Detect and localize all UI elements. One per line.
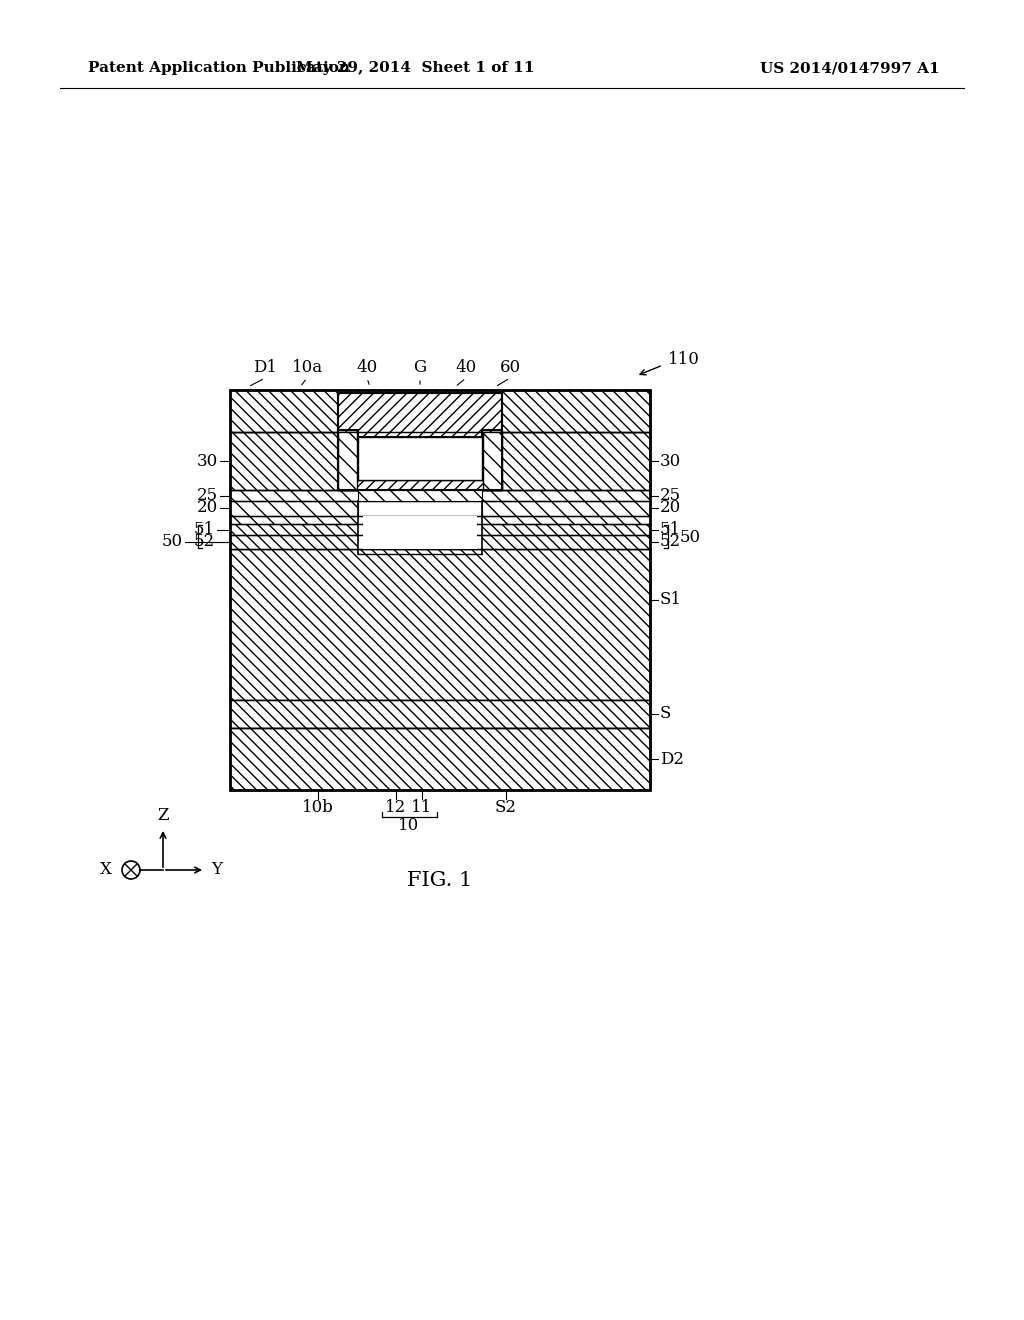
Bar <box>230 490 650 502</box>
Bar <box>483 432 502 490</box>
Bar <box>358 437 482 480</box>
Bar <box>230 389 650 789</box>
Text: 12: 12 <box>385 799 407 816</box>
Text: 40: 40 <box>456 359 476 375</box>
Text: Z: Z <box>158 808 169 825</box>
Bar <box>230 516 650 524</box>
Text: US 2014/0147997 A1: US 2014/0147997 A1 <box>760 61 940 75</box>
Text: 30: 30 <box>197 453 218 470</box>
Text: 30: 30 <box>660 453 681 470</box>
Text: 10: 10 <box>398 817 420 833</box>
Text: 51: 51 <box>660 521 681 539</box>
Bar <box>362 516 477 549</box>
Text: 52: 52 <box>660 533 681 550</box>
Text: Y: Y <box>212 862 222 879</box>
Bar <box>230 524 650 535</box>
Bar <box>358 502 482 549</box>
Text: 51: 51 <box>194 521 215 539</box>
Text: S1: S1 <box>660 591 682 609</box>
Text: 10a: 10a <box>292 359 323 375</box>
Bar <box>338 432 357 490</box>
Bar <box>230 432 650 490</box>
Bar <box>230 389 650 432</box>
Text: FIG. 1: FIG. 1 <box>408 870 473 890</box>
Text: 60: 60 <box>500 359 520 375</box>
Text: 52: 52 <box>194 533 215 550</box>
Text: 50: 50 <box>162 533 183 550</box>
Text: 25: 25 <box>660 487 681 504</box>
Bar <box>338 430 358 490</box>
Text: 25: 25 <box>197 487 218 504</box>
Text: S2: S2 <box>495 799 517 816</box>
Text: 11: 11 <box>412 799 432 816</box>
Bar <box>482 430 502 490</box>
Bar <box>230 729 650 789</box>
Text: S: S <box>660 705 672 722</box>
Text: D2: D2 <box>660 751 684 767</box>
Text: 20: 20 <box>197 499 218 516</box>
Text: May 29, 2014  Sheet 1 of 11: May 29, 2014 Sheet 1 of 11 <box>296 61 535 75</box>
Text: 110: 110 <box>668 351 699 368</box>
Bar <box>230 535 650 549</box>
Bar <box>358 490 482 502</box>
Text: 40: 40 <box>356 359 378 375</box>
Text: 20: 20 <box>660 499 681 516</box>
Text: 50: 50 <box>680 528 701 545</box>
Bar <box>230 700 650 729</box>
Text: X: X <box>100 862 112 879</box>
Text: Patent Application Publication: Patent Application Publication <box>88 61 350 75</box>
Bar <box>230 549 650 700</box>
Text: G: G <box>414 359 427 375</box>
Text: D1: D1 <box>253 359 278 375</box>
Bar <box>338 393 502 437</box>
Bar <box>338 480 502 490</box>
Text: 10b: 10b <box>302 799 334 816</box>
Bar <box>230 502 650 516</box>
